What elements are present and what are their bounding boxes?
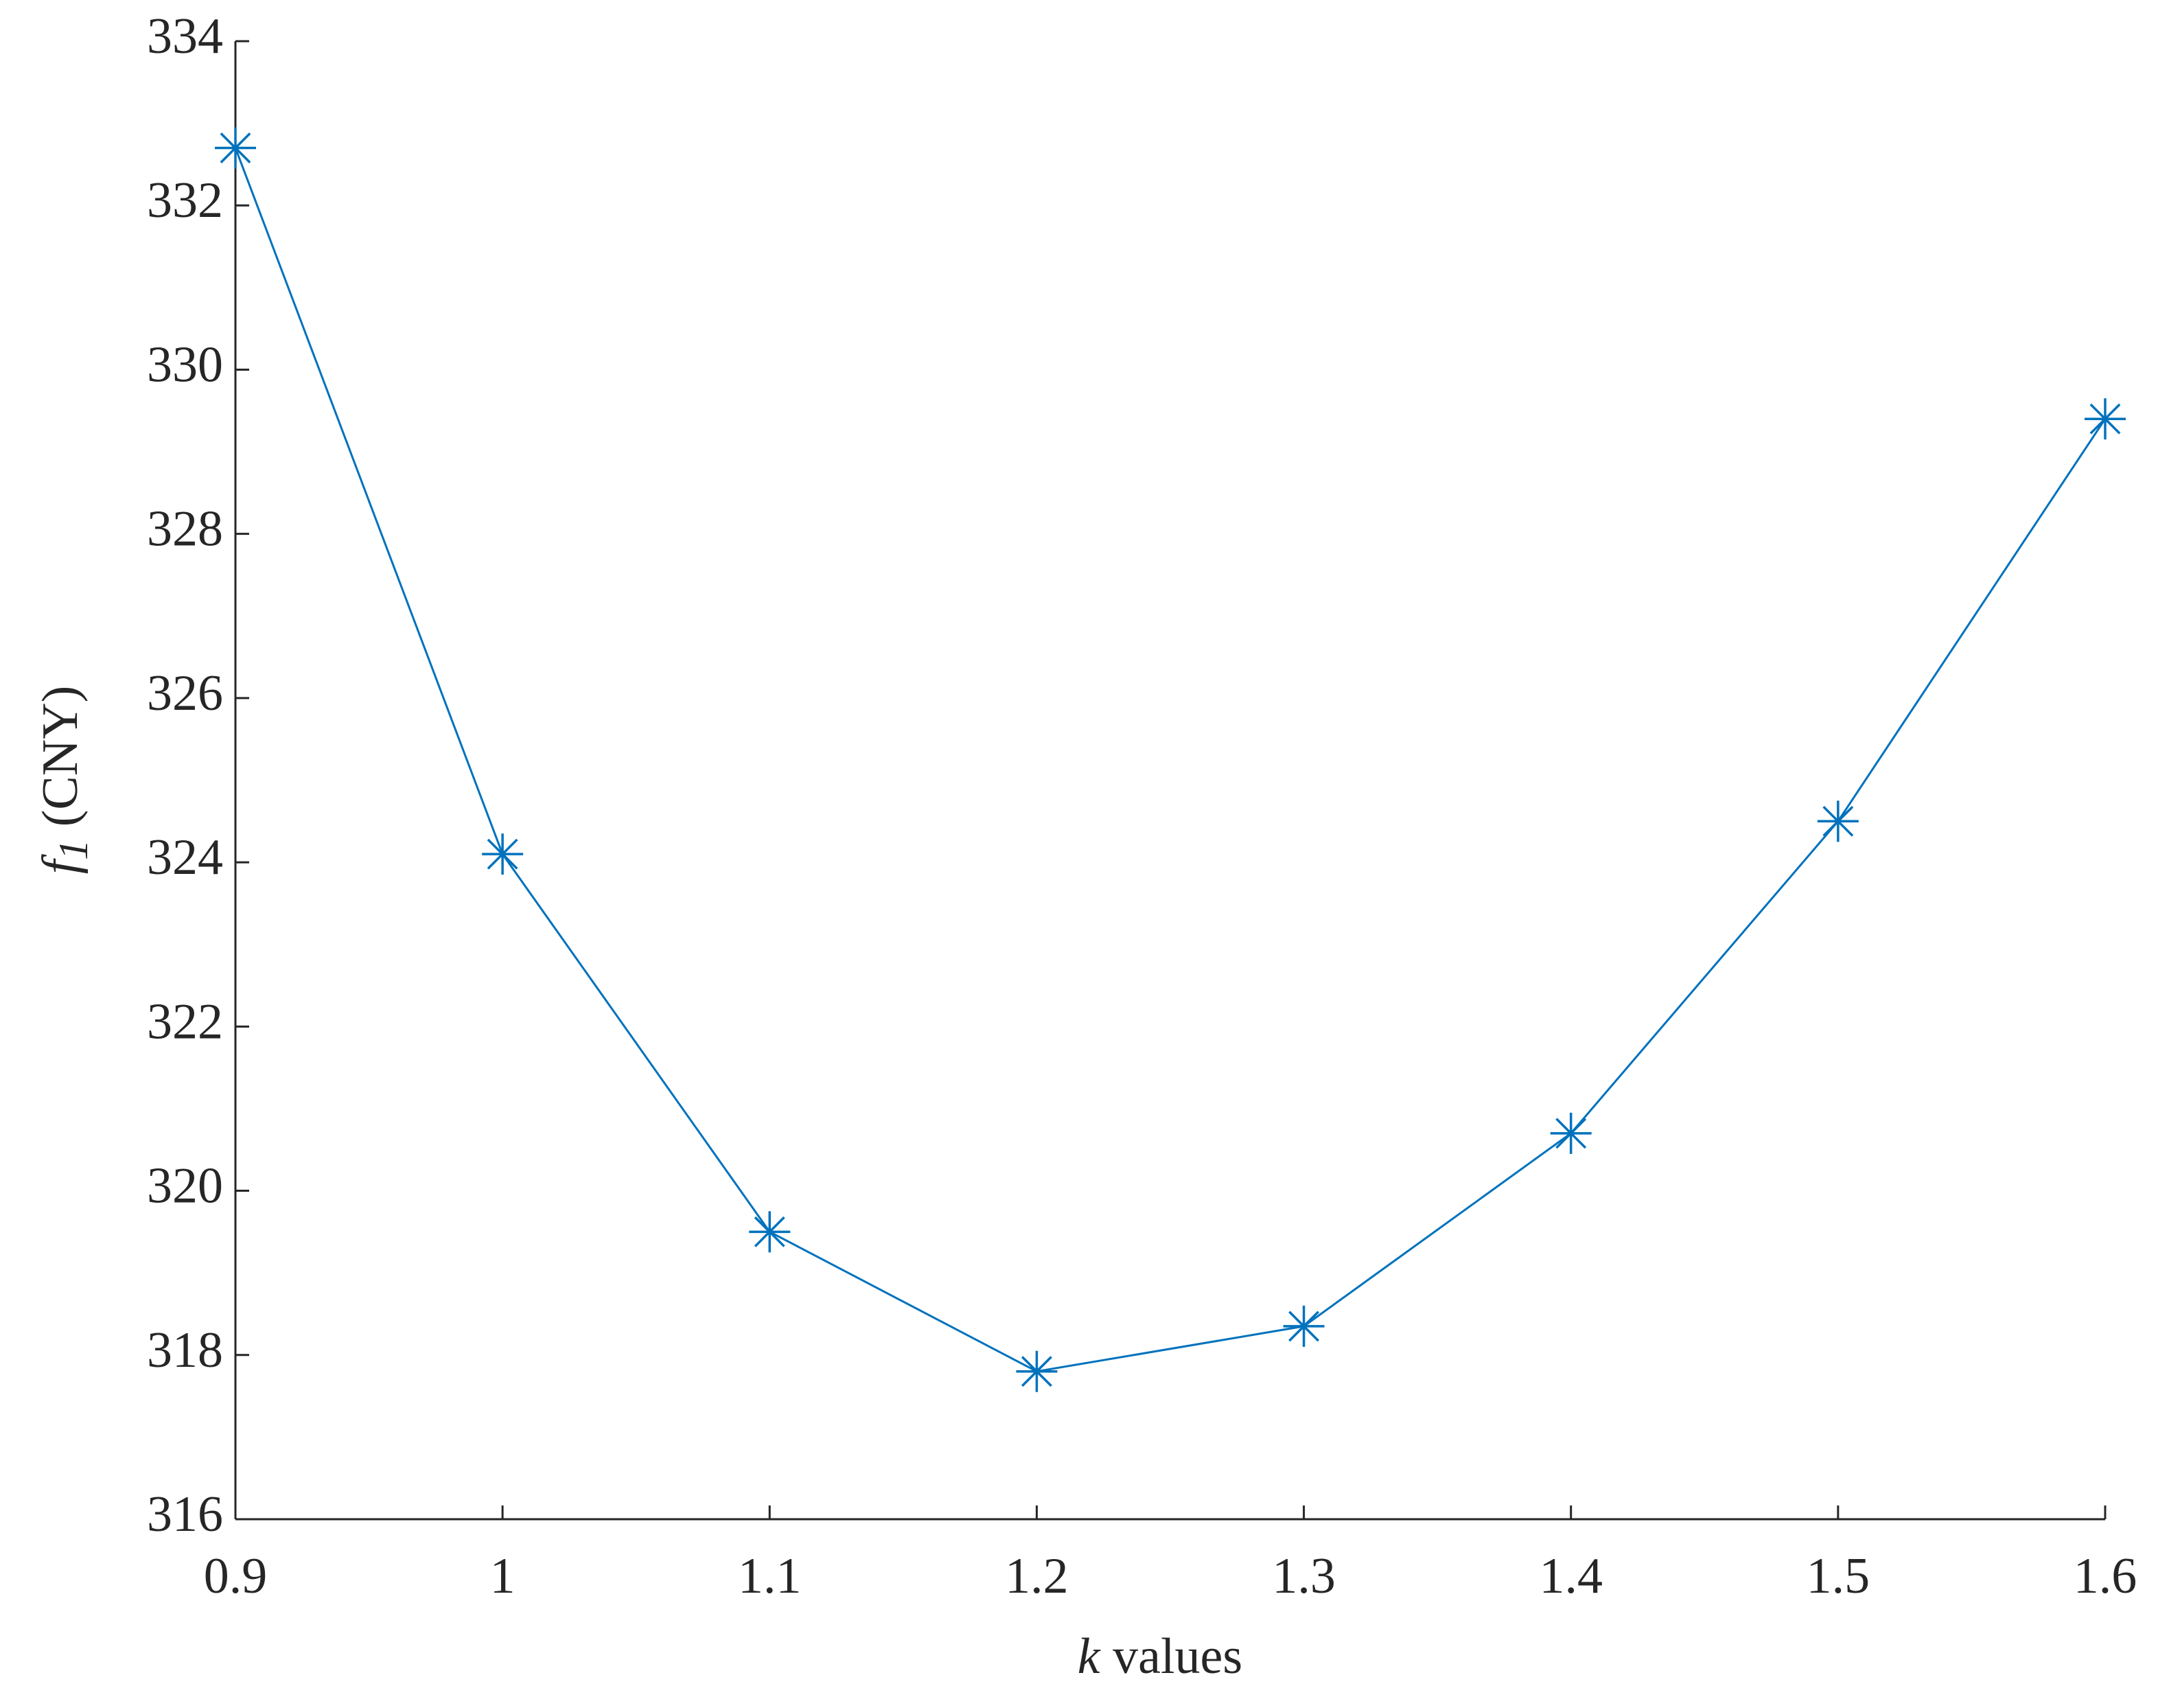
y-tick-label: 322 (147, 993, 223, 1050)
data-marker (1283, 1305, 1325, 1347)
y-tick-label: 328 (147, 501, 223, 557)
data-marker (749, 1211, 791, 1253)
x-tick-label: 1.4 (1539, 1548, 1603, 1604)
x-axis-label: k values (1078, 1628, 1242, 1685)
marker-stroke (1555, 1118, 1587, 1149)
marker-stroke (1021, 1356, 1052, 1387)
y-tick-label: 320 (147, 1158, 223, 1214)
data-marker (2085, 398, 2126, 440)
y-tick-label: 324 (147, 829, 223, 886)
marker-stroke (2089, 403, 2121, 435)
x-tick-label: 1.6 (2074, 1548, 2137, 1604)
marker-stroke (754, 1216, 785, 1247)
data-line (234, 147, 2107, 1373)
x-label-text: values (1113, 1628, 1242, 1685)
data-marker (215, 127, 256, 169)
data-marker (1550, 1112, 1592, 1154)
marker-stroke (1288, 1311, 1320, 1342)
x-tick-label: 1.1 (738, 1548, 802, 1604)
x-tick-label: 1.5 (1807, 1548, 1870, 1604)
marker-stroke (220, 132, 251, 163)
x-tick-label: 1 (490, 1548, 515, 1604)
y-label-subscript: 1 (51, 840, 96, 860)
data-marker (1016, 1350, 1058, 1392)
y-tick-label: 326 (147, 665, 223, 722)
y-tick-label: 334 (147, 8, 223, 65)
data-marker (1817, 800, 1859, 842)
y-axis-label: f1 (CNY) (32, 686, 101, 875)
x-label-symbol: k (1078, 1628, 1101, 1685)
y-label-unit: (CNY) (32, 686, 89, 827)
data-marker (482, 833, 524, 875)
x-tick-label: 1.3 (1272, 1548, 1336, 1604)
x-tick-label: 1.2 (1005, 1548, 1069, 1604)
marker-stroke (1822, 805, 1854, 837)
y-tick-label: 318 (147, 1322, 223, 1378)
y-tick-label: 316 (147, 1486, 223, 1543)
marker-stroke (487, 838, 518, 870)
y-tick-label: 332 (147, 172, 223, 229)
x-tick-label: 0.9 (204, 1548, 268, 1604)
y-tick-label: 330 (147, 336, 223, 393)
